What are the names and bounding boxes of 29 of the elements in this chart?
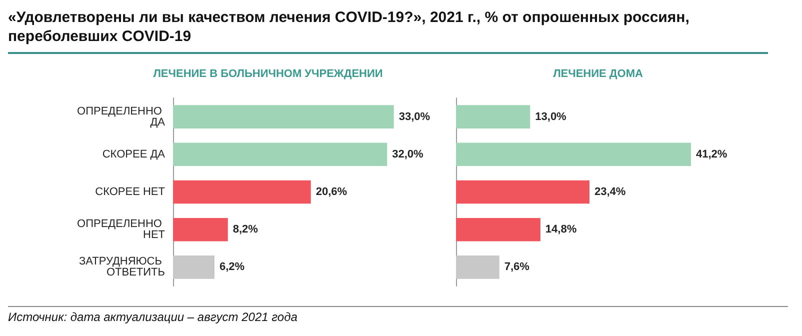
bar [456, 142, 691, 166]
bar [173, 105, 394, 128]
bar [173, 180, 311, 204]
y-tick-label: ОПРЕДЕЛЕННО НЕТ [77, 218, 166, 242]
data-label: 7,6% [504, 261, 530, 274]
text: Источник: дата актуализации – август 2021 года [8, 310, 298, 324]
data-label: 33,0% [398, 110, 430, 123]
bar [173, 142, 388, 166]
data-label: 41,2% [696, 148, 728, 160]
data-label: 14,8% [545, 224, 577, 236]
chart-title: «Удовлетворены ли вы качеством лечения COVID-19?», 2021 г., % от опрошенных россиян, переболевших COVID-19 [8, 8, 768, 54]
bar [173, 256, 214, 279]
bar [173, 218, 228, 242]
bar [456, 256, 500, 279]
y-tick-label: ЗАТРУДНЯЮСЬ ОТВЕТИТЬ [79, 256, 165, 279]
data-label: 32,0% [392, 148, 424, 160]
y-tick-label: ОПРЕДЕЛЕННО ДА [77, 105, 166, 128]
data-label: 13,0% [535, 110, 567, 123]
chart-subtitle: ЛЕЧЕНИЕ В БОЛЬНИЧНОМ УЧРЕЖДЕНИИ [152, 68, 384, 82]
y-tick-label: СКОРЕЕ НЕТ [95, 186, 166, 198]
bar [456, 105, 530, 128]
chart-title: ЛЕЧЕНИЕ ДОМА [552, 68, 644, 82]
bar [456, 218, 540, 242]
data-label: 6,2% [219, 261, 245, 274]
y-tick-label: СКОРЕЕ ДА [102, 148, 166, 160]
data-label: 20,6% [316, 186, 348, 198]
bar [456, 180, 590, 204]
data-label: 8,2% [232, 224, 258, 236]
data-label: 23,4% [594, 186, 626, 198]
